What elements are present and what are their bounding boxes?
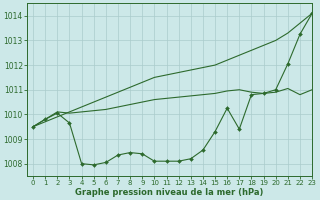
X-axis label: Graphe pression niveau de la mer (hPa): Graphe pression niveau de la mer (hPa) <box>76 188 264 197</box>
